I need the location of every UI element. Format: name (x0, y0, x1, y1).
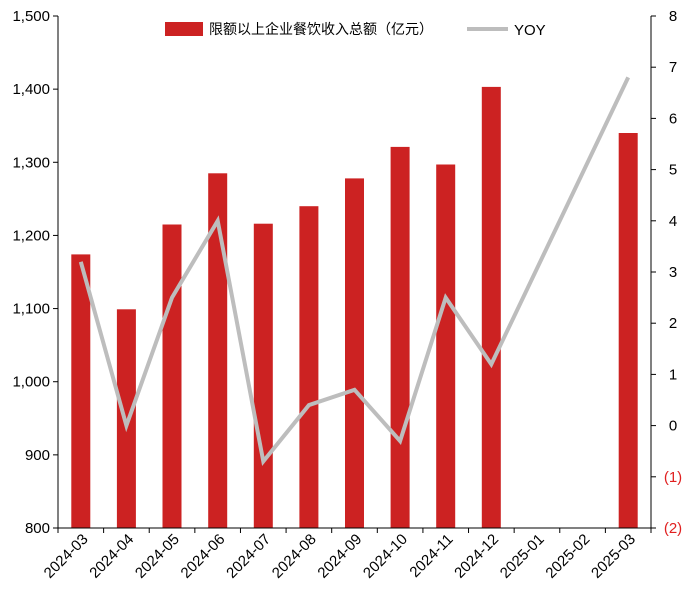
right-tick-label: 7 (669, 59, 677, 76)
x-tick-label: 2024-11 (406, 531, 456, 581)
left-tick-label: 1,100 (12, 301, 50, 318)
bar-2024-06 (208, 173, 228, 529)
left-tick-label: 900 (25, 447, 50, 464)
left-tick-label: 1,000 (12, 374, 50, 391)
bar-2024-03 (71, 254, 91, 528)
right-tick-label: 6 (669, 110, 677, 127)
left-tick-label: 1,500 (12, 8, 50, 25)
yoy-line (78, 76, 631, 467)
right-tick-label: 8 (669, 8, 677, 25)
bar-2024-11 (436, 164, 456, 528)
right-tick-label: 5 (669, 162, 677, 179)
legend: 限额以上企业餐饮收入总额（亿元） YOY (165, 21, 546, 39)
left-tick-label: 1,200 (12, 227, 50, 244)
bar-2024-10 (390, 146, 410, 528)
right-tick-label: 0 (669, 418, 677, 435)
bar-2024-07 (253, 223, 273, 528)
right-tick-label: (2) (664, 520, 682, 537)
x-tick-label: 2024-06 (178, 531, 229, 582)
left-tick-label: 1,300 (12, 154, 50, 171)
x-tick-label: 2024-07 (223, 531, 274, 582)
bars (71, 86, 638, 529)
x-tick-label: 2024-10 (360, 531, 411, 582)
right-tick-label: 2 (669, 315, 677, 332)
bar-2024-12 (481, 86, 501, 529)
right-tick-label: (1) (664, 469, 682, 486)
bar-2024-05 (162, 224, 182, 528)
x-tick-label: 2024-08 (269, 531, 320, 582)
x-tick-label: 2024-03 (41, 531, 92, 582)
x-tick-label: 2025-02 (542, 531, 593, 582)
right-tick-label: 1 (669, 366, 677, 383)
right-tick-label: 4 (669, 213, 677, 230)
bar-2024-09 (345, 178, 364, 528)
x-tick-label: 2024-09 (314, 531, 365, 582)
x-tick-label: 2025-03 (588, 531, 639, 582)
left-tick-label: 800 (25, 520, 50, 537)
x-tick-label: 2024-04 (86, 531, 137, 582)
legend-bar-swatch (165, 22, 203, 36)
x-tick-label: 2024-05 (132, 531, 183, 582)
x-tick-label: 2024-12 (451, 531, 502, 582)
legend-line-label: YOY (514, 22, 546, 39)
legend-bar-label: 限额以上企业餐饮收入总额（亿元） (209, 21, 433, 38)
bar-2024-08 (299, 206, 319, 528)
bar-2025-03 (618, 133, 638, 528)
right-tick-label: 3 (669, 264, 677, 281)
left-tick-label: 1,400 (12, 81, 50, 98)
x-tick-label: 2025-01 (497, 531, 548, 582)
